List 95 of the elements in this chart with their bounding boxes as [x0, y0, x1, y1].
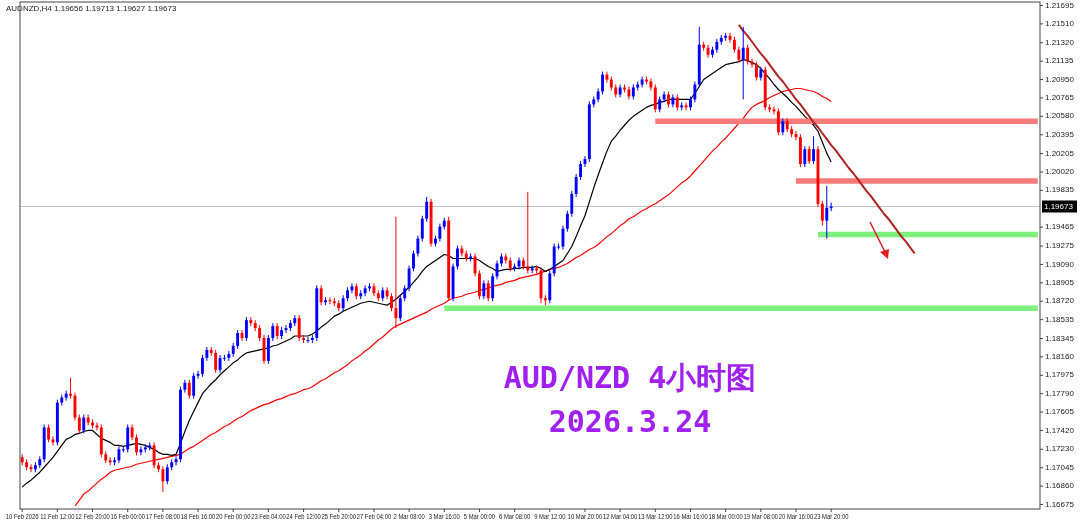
y-tick-label: 1.20580 [1045, 111, 1075, 121]
candlestick [741, 26, 745, 100]
y-tick-label: 1.19090 [1045, 259, 1075, 269]
candlestick [108, 456, 112, 466]
candlestick [605, 71, 609, 84]
y-tick-label: 1.17790 [1045, 388, 1075, 398]
candlestick [671, 93, 675, 108]
candlestick [526, 191, 530, 274]
candlestick [420, 215, 424, 243]
y-tick-label: 1.20205 [1045, 148, 1075, 158]
candlestick [394, 216, 398, 329]
candlestick [579, 160, 583, 181]
y-tick-label: 1.17605 [1045, 407, 1075, 417]
candlestick [95, 422, 99, 431]
y-tick-label: 1.17230 [1045, 444, 1075, 454]
candlestick [425, 196, 429, 223]
y-tick-label: 1.18160 [1045, 352, 1075, 362]
candlestick [803, 145, 807, 168]
candlestick [407, 264, 411, 292]
y-tick-label: 1.19275 [1045, 241, 1075, 251]
candlestick [174, 455, 178, 466]
y-tick-label: 1.19465 [1045, 222, 1075, 232]
y-tick-label: 1.18905 [1045, 277, 1075, 287]
y-tick-label: 1.16860 [1045, 481, 1075, 491]
candlestick [86, 414, 90, 426]
candlestick [653, 84, 657, 113]
candlestick [319, 284, 323, 306]
candlestick [363, 284, 367, 297]
candlestick [214, 349, 218, 374]
y-tick-label: 1.16675 [1045, 499, 1075, 509]
y-tick-label: 1.17420 [1045, 425, 1075, 435]
candlestick [825, 185, 829, 240]
text: 2026.3.24 [548, 404, 712, 439]
candlestick [460, 245, 464, 257]
candlestick [565, 210, 569, 233]
candlestick [201, 354, 204, 378]
candlestick [693, 81, 697, 103]
candlestick [776, 107, 780, 136]
y-tick-label: 1.18720 [1045, 296, 1075, 306]
candlestick [456, 245, 459, 270]
candlestick [486, 279, 490, 302]
y-tick-label: 1.21510 [1045, 18, 1075, 28]
candlestick [482, 279, 486, 300]
candlestick [165, 463, 169, 485]
y-tick-label: 1.17045 [1045, 462, 1075, 472]
candlestick [398, 294, 402, 322]
candlestick [187, 379, 191, 400]
candlestick [139, 445, 143, 456]
candlestick [640, 76, 644, 88]
candlestick [350, 282, 354, 294]
candlestick [192, 372, 196, 400]
candlestick [416, 235, 420, 257]
candlestick [662, 90, 666, 103]
candlestick [244, 316, 248, 342]
candlestick [412, 250, 415, 272]
y-tick-label: 1.21135 [1045, 56, 1074, 66]
candlestick [477, 269, 481, 300]
candlestick [183, 379, 187, 394]
y-tick-label: 1.21695 [1045, 0, 1075, 10]
candlestick [601, 71, 604, 95]
candlestick [706, 44, 710, 59]
candlestick [196, 370, 200, 380]
candlestick [297, 314, 301, 342]
candlestick [77, 414, 81, 434]
candlestick [372, 282, 376, 297]
candlestick [812, 135, 816, 165]
annotation: AUDNZD,H4 1.19656 1.19713 1.19627 1.19673 [6, 4, 177, 13]
candlestick [385, 286, 389, 300]
candlestick [135, 433, 138, 456]
candlestick [570, 190, 574, 218]
candlestick [82, 414, 86, 434]
candlestick [754, 61, 758, 82]
ref-line-label: 1.19673 [1044, 201, 1074, 211]
candlestick [820, 200, 824, 227]
candlestick [126, 424, 130, 453]
y-tick-label: 1.19835 [1045, 185, 1075, 195]
candlestick [491, 272, 495, 302]
y-tick-label: 1.17975 [1045, 370, 1075, 380]
y-tick-label: 1.20395 [1045, 129, 1075, 139]
candlestick [152, 441, 156, 469]
candlestick [69, 377, 73, 400]
y-tick-label: 1.21320 [1045, 37, 1075, 47]
line-series [737, 23, 916, 255]
y-tick-label: 1.20950 [1045, 74, 1075, 84]
candlestick [161, 465, 165, 493]
text: AUD/NZD 4小时图 [503, 360, 757, 395]
candlestick [236, 329, 240, 350]
candlestick [266, 334, 270, 365]
y-tick-label: 1.20020 [1045, 167, 1075, 177]
y-tick-label: 1.18535 [1045, 314, 1075, 324]
candlestick [746, 44, 750, 66]
y-tick-label: 1.20765 [1045, 93, 1075, 103]
candlestick [574, 173, 578, 198]
y-tick-label: 1.18345 [1045, 333, 1075, 343]
candlestick [684, 101, 688, 111]
